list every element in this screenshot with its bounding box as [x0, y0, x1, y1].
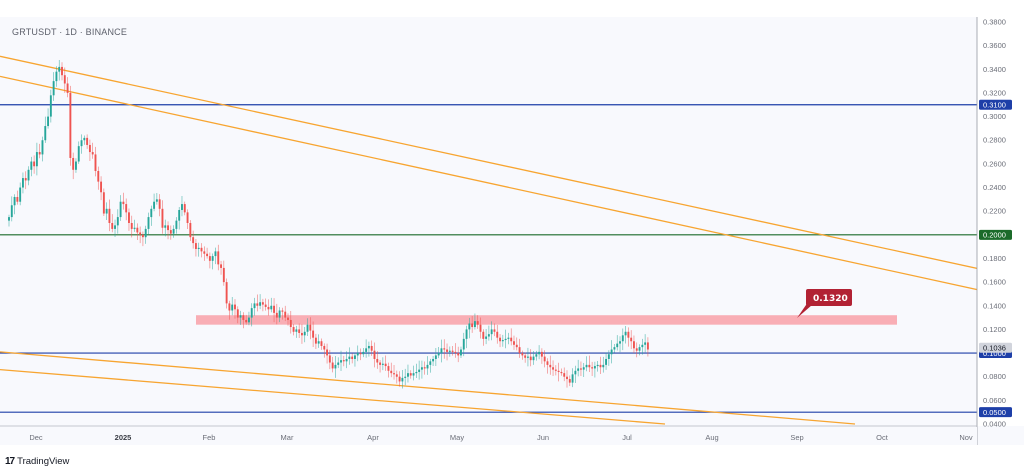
level-badge	[979, 407, 1012, 418]
resistance-zone-rect[interactable]	[196, 315, 897, 325]
price-tick-label: 0.1400	[983, 301, 1006, 310]
price-axis-labels: 0.3800 0.3600 0.3400 0.3200 0.3000 0.2800 0.26…	[983, 18, 1006, 429]
level-badge-label: 0.0500	[983, 408, 1006, 417]
last-price-label: 0.1036	[983, 344, 1006, 353]
tradingview-logo-icon: 17	[5, 456, 15, 467]
zone-callout: 0.1320	[797, 289, 852, 318]
price-tick-label: 0.0600	[983, 396, 1006, 405]
time-tick-label: Oct	[876, 433, 889, 442]
level-badge-label: 0.3100	[983, 100, 1006, 109]
price-axis[interactable]	[977, 17, 1024, 426]
level-badge-label: 0.1000	[983, 349, 1006, 358]
time-axis[interactable]: Dec 2025 Feb Mar Apr May Jun Jul Aug Sep Oct Nov	[0, 427, 977, 445]
level-badge-label: 0.2000	[983, 231, 1006, 240]
chart-container[interactable]: 0.1320 0.3800 0.3600 0.3400 0.3200 0.3000 0.2…	[0, 17, 1024, 445]
price-tick-label: 0.3600	[983, 41, 1006, 50]
price-chart[interactable]: 0.1320 0.3800 0.3600 0.3400 0.3200 0.3000 0.2…	[0, 17, 1024, 445]
time-tick-label: Apr	[367, 433, 379, 442]
time-tick-label: Aug	[705, 433, 718, 442]
price-tick-label: 0.2600	[983, 159, 1006, 168]
brand-name: TradingView	[17, 456, 70, 467]
time-tick-label: Dec	[29, 433, 43, 442]
price-tick-label: 0.1600	[983, 278, 1006, 287]
trendline-lower-channel-top[interactable]	[0, 351, 856, 425]
time-tick-label: Feb	[203, 433, 216, 442]
last-price-badge	[979, 342, 1012, 353]
price-tick-label: 0.3200	[983, 88, 1006, 97]
time-tick-label: Mar	[281, 433, 294, 442]
trendlines[interactable]	[0, 55, 1024, 425]
level-badge	[979, 99, 1012, 110]
symbol-title: GRTUSDT · 1D · BINANCE	[12, 27, 128, 37]
tradingview-brand[interactable]: 17 TradingView	[5, 456, 69, 467]
time-tick-label: Nov	[959, 433, 973, 442]
price-tick-label: 0.0800	[983, 372, 1006, 381]
time-tick-label: Jun	[537, 433, 549, 442]
time-tick-label: 2025	[115, 433, 132, 442]
zone-callout-box	[806, 289, 852, 306]
price-tick-label: 0.3800	[983, 18, 1006, 27]
resistance-zone[interactable]	[196, 315, 897, 325]
trendline-upper-channel-bottom[interactable]	[0, 75, 1024, 301]
time-tick-label: Sep	[790, 433, 803, 442]
price-tick-label: 0.3000	[983, 112, 1006, 121]
price-tick-label: 0.2200	[983, 207, 1006, 216]
price-tick-label: 0.2400	[983, 183, 1006, 192]
time-tick-label: Jul	[622, 433, 632, 442]
trendline-upper-channel-top[interactable]	[0, 55, 1024, 280]
candlesticks	[8, 59, 649, 389]
price-tick-label: 0.2800	[983, 136, 1006, 145]
trendline-lower-channel-bottom[interactable]	[0, 368, 666, 425]
price-tick-label: 0.1800	[983, 254, 1006, 263]
price-badges: 0.3100 0.2000 0.1000 0.0500 0.1036	[979, 99, 1012, 418]
horizontal-levels	[0, 104, 977, 413]
price-tick-label: 0.3400	[983, 65, 1006, 74]
level-badge	[979, 229, 1012, 240]
zone-callout-label: 0.1320	[813, 294, 848, 304]
time-tick-label: May	[450, 433, 464, 442]
price-tick-label: 0.0400	[983, 420, 1006, 429]
price-tick-label: 0.1200	[983, 325, 1006, 334]
